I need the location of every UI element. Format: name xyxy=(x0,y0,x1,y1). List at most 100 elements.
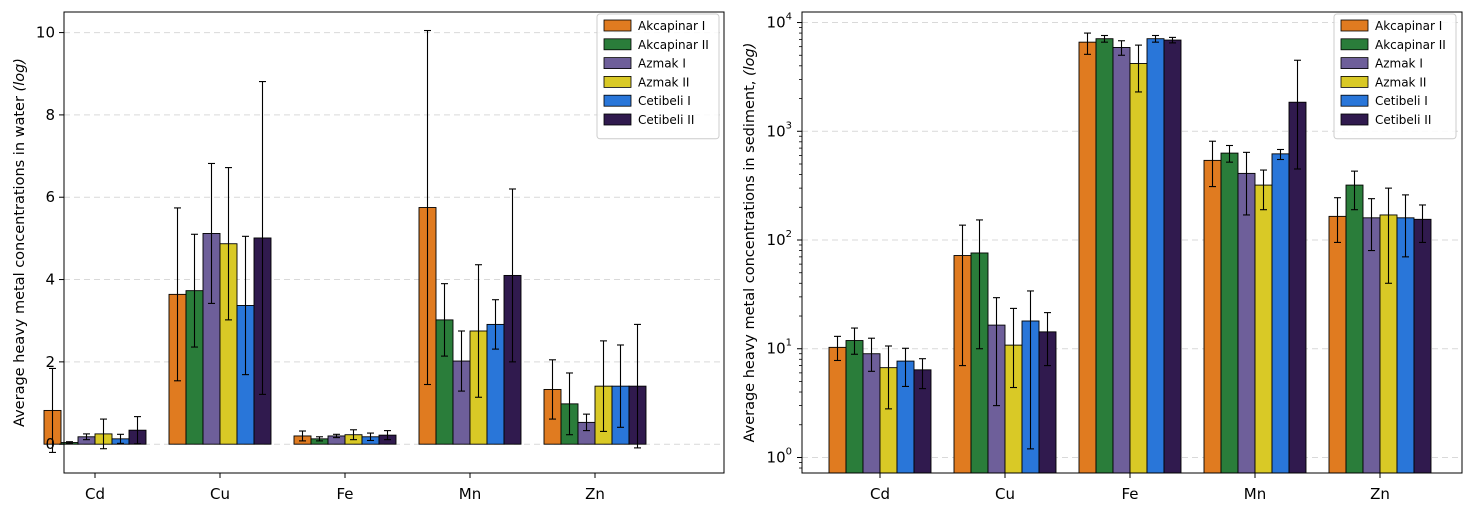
legend-label-Cetibeli-I: Cetibeli I xyxy=(1375,94,1428,108)
error-bar-Fe-Akcapinar-I xyxy=(1084,32,1091,55)
bar-Zn-Akcapinar-II xyxy=(1345,184,1364,474)
error-bar-Cu-Azmak-I xyxy=(208,162,215,304)
error-bar-Fe-Azmak-I xyxy=(1118,40,1125,56)
legend-label-Azmak-II: Azmak II xyxy=(1375,75,1426,89)
bar-Cd-Akcapinar-I xyxy=(828,346,847,474)
plot-frame xyxy=(801,11,1463,474)
error-bar-Mn-Akcapinar-I xyxy=(1209,140,1216,188)
error-bar-Mn-Cetibeli-I xyxy=(1277,148,1284,161)
error-bar-Cu-Cetibeli-I xyxy=(242,235,249,376)
x-tick-label-Cu: Cu xyxy=(995,485,1015,503)
error-bar-Mn-Azmak-II xyxy=(1260,169,1267,211)
legend-label-Cetibeli-II: Cetibeli II xyxy=(1375,113,1431,127)
y-tick-exponent: 3 xyxy=(786,120,792,131)
bar-Fe-Azmak-I xyxy=(1112,47,1131,474)
y-tick-label: 2 xyxy=(45,353,55,371)
legend-swatch-Cetibeli-I xyxy=(603,94,632,107)
y-tick-label: 102 xyxy=(767,229,792,249)
y-axis-label-text: Average heavy metal concentrations in se… xyxy=(742,76,758,442)
legend-label-Akcapinar-II: Akcapinar II xyxy=(638,38,709,52)
x-tick-label-Fe: Fe xyxy=(336,485,353,503)
error-bar-Mn-Azmak-I xyxy=(458,330,465,392)
error-bar-Zn-Azmak-II xyxy=(1385,187,1392,284)
legend-swatch-Azmak-II xyxy=(1340,76,1369,88)
error-bar-Cu-Cetibeli-I xyxy=(1027,290,1034,450)
legend-swatch-Cetibeli-I xyxy=(1340,94,1369,107)
error-bar-Cu-Akcapinar-I xyxy=(174,207,181,382)
error-bar-Cd-Azmak-I xyxy=(83,433,90,441)
y-tick-base: 10 xyxy=(767,231,786,249)
error-bar-Cu-Azmak-II xyxy=(225,167,232,321)
legend-label-Akcapinar-II: Akcapinar II xyxy=(1375,38,1446,52)
error-bar-Zn-Akcapinar-II xyxy=(1351,170,1358,211)
error-bar-Cu-Cetibeli-II xyxy=(1044,312,1051,367)
y-axis-label-suffix: (log) xyxy=(12,58,28,91)
legend-swatch-Azmak-I xyxy=(1340,57,1369,69)
error-bar-Fe-Cetibeli-I xyxy=(1152,34,1159,43)
error-bar-Cd-Azmak-II xyxy=(100,418,107,450)
error-bar-Mn-Cetibeli-II xyxy=(509,188,516,363)
legend-label-Akcapinar-I: Akcapinar I xyxy=(1375,19,1442,33)
bar-Mn-Cetibeli-I xyxy=(1271,153,1290,474)
bar-Zn-Cetibeli-II xyxy=(1413,218,1432,474)
y-tick-label: 0 xyxy=(45,435,55,453)
bar-Zn-Azmak-I xyxy=(1362,217,1381,474)
y-tick-base: 10 xyxy=(767,340,786,358)
x-tick-label-Cd: Cd xyxy=(85,485,105,503)
error-bar-Fe-Akcapinar-II xyxy=(1101,34,1108,43)
x-tick-label-Zn: Zn xyxy=(1370,485,1390,503)
y-axis-label: Average heavy metal concentrations in se… xyxy=(742,43,758,443)
bar-Fe-Akcapinar-I xyxy=(1078,41,1097,474)
error-bar-Fe-Azmak-II xyxy=(1135,44,1142,93)
legend-swatch-Akcapinar-I xyxy=(603,19,632,32)
error-bar-Cd-Cetibeli-I xyxy=(902,347,909,388)
y-tick-base: 10 xyxy=(767,14,786,32)
bar-Fe-Cetibeli-I xyxy=(1146,38,1165,474)
error-bar-Fe-Cetibeli-I xyxy=(367,432,374,442)
error-bar-Fe-Cetibeli-II xyxy=(1169,36,1176,44)
y-tick-label: 101 xyxy=(767,338,792,358)
y-axis-label: Average heavy metal concentrations in wa… xyxy=(12,58,28,427)
legend-label-Akcapinar-I: Akcapinar I xyxy=(638,19,705,33)
y-tick-exponent: 2 xyxy=(786,229,792,240)
y-tick-label: 6 xyxy=(45,188,55,206)
legend: Akcapinar I Akcapinar II Azmak I Azmak II Ce… xyxy=(1333,13,1457,140)
bar-Fe-Akcapinar-II xyxy=(1095,38,1114,474)
bar-Mn-Azmak-II xyxy=(1254,184,1273,474)
bar-Fe-Azmak-II xyxy=(1129,63,1148,474)
error-bar-Zn-Azmak-I xyxy=(583,413,590,432)
error-bar-Zn-Cetibeli-I xyxy=(617,344,624,428)
bar-Mn-Akcapinar-II xyxy=(1220,152,1239,474)
error-bar-Cd-Cetibeli-II xyxy=(919,358,926,390)
error-bar-Fe-Akcapinar-II xyxy=(316,436,323,442)
error-bar-Cu-Cetibeli-II xyxy=(259,81,266,395)
y-tick-base: 10 xyxy=(767,448,786,466)
legend-swatch-Cetibeli-II xyxy=(603,113,632,126)
error-bar-Cu-Azmak-II xyxy=(1010,307,1017,389)
bar-Fe-Cetibeli-II xyxy=(1163,39,1182,474)
legend-swatch-Azmak-II xyxy=(603,76,632,88)
legend-label-Cetibeli-II: Cetibeli II xyxy=(638,113,694,127)
plot-frame xyxy=(63,11,725,474)
error-bar-Fe-Akcapinar-I xyxy=(299,430,306,442)
legend-label-Azmak-I: Azmak I xyxy=(1375,57,1423,71)
error-bar-Zn-Akcapinar-II xyxy=(566,372,573,436)
legend-label-Azmak-II: Azmak II xyxy=(638,75,689,89)
error-bar-Mn-Azmak-I xyxy=(1243,151,1250,216)
legend-swatch-Akcapinar-II xyxy=(1340,38,1369,51)
error-bar-Cd-Akcapinar-I xyxy=(49,367,56,453)
error-bar-Zn-Akcapinar-I xyxy=(549,359,556,420)
legend-label-Azmak-I: Azmak I xyxy=(638,57,686,71)
error-bar-Zn-Cetibeli-II xyxy=(634,323,641,449)
error-bar-Zn-Akcapinar-I xyxy=(1334,197,1341,243)
y-tick-label: 4 xyxy=(45,271,55,289)
error-bar-Cu-Akcapinar-I xyxy=(959,224,966,367)
error-bar-Fe-Azmak-II xyxy=(350,429,357,441)
bar-Zn-Akcapinar-I xyxy=(1328,215,1347,474)
y-tick-label: 103 xyxy=(767,120,792,140)
error-bar-Cu-Akcapinar-II xyxy=(976,219,983,350)
legend: Akcapinar I Akcapinar II Azmak I Azmak II Ce… xyxy=(596,13,720,140)
error-bar-Cd-Cetibeli-II xyxy=(134,416,141,445)
